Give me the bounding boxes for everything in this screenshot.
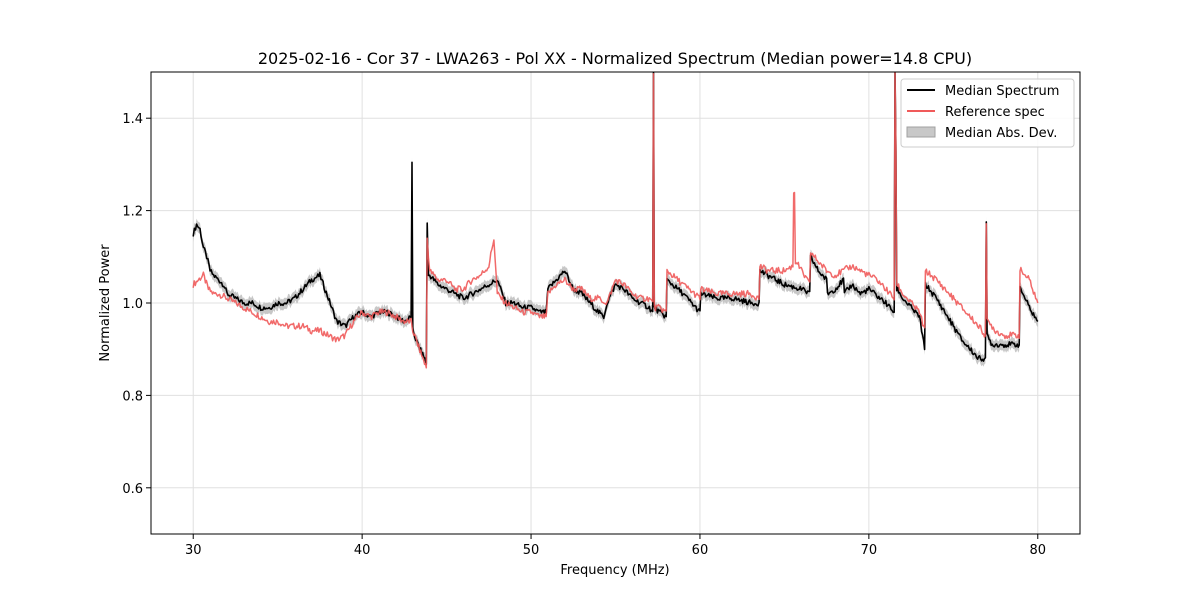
reference-spectrum-line <box>192 72 1039 369</box>
y-tick-label: 1.2 <box>122 205 143 220</box>
legend: Median Spectrum Reference spec Median Ab… <box>900 78 1075 148</box>
y-tick-label: 0.8 <box>122 389 143 404</box>
x-tick-label: 30 <box>185 543 202 558</box>
x-tick-label: 50 <box>523 543 540 558</box>
legend-reference-label: Reference spec <box>945 105 1045 120</box>
x-tick-label: 40 <box>354 543 371 558</box>
x-axis-label: Frequency (MHz) <box>560 563 669 578</box>
chart-title: 2025-02-16 - Cor 37 - LWA263 - Pol XX - … <box>258 49 972 68</box>
legend-box <box>900 78 1075 148</box>
y-tick-label: 1.0 <box>122 297 143 312</box>
legend-mad-label: Median Abs. Dev. <box>945 126 1057 141</box>
series-layer <box>192 72 1039 369</box>
x-tick-label: 70 <box>861 543 878 558</box>
y-tick-label: 0.6 <box>122 482 143 497</box>
y-axis-label: Normalized Power <box>98 244 113 362</box>
x-tick-label: 80 <box>1029 543 1046 558</box>
ticks: 30 40 50 60 70 80 0.6 0.8 1.0 1.2 1.4 <box>122 112 1046 558</box>
y-tick-label: 1.4 <box>122 112 143 127</box>
legend-mad-swatch <box>906 126 936 138</box>
x-tick-label: 60 <box>692 543 709 558</box>
median-spectrum-line <box>192 72 1039 365</box>
legend-median-label: Median Spectrum <box>945 84 1059 99</box>
